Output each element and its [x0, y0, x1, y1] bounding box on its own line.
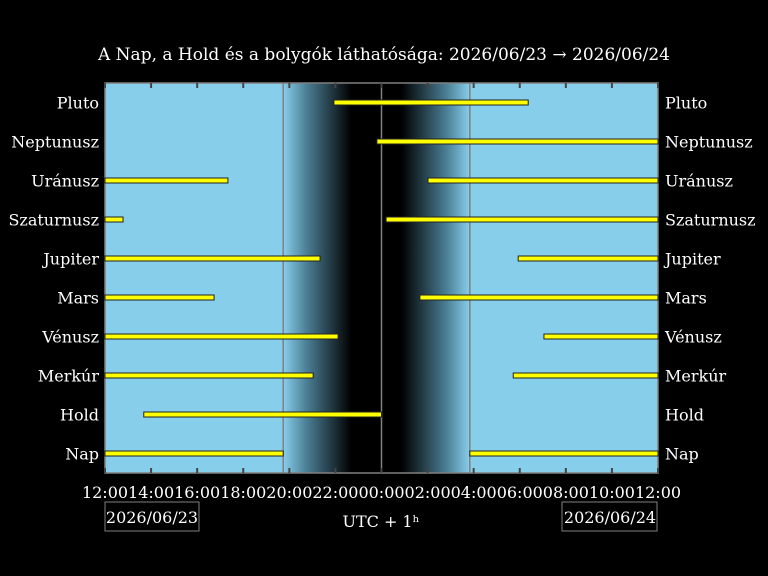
x-tick-label: 12:00	[82, 483, 128, 502]
x-tick-label: 04:00	[451, 483, 497, 502]
dusk-gradient	[283, 83, 352, 473]
row-label-right: Mars	[665, 289, 707, 308]
x-tick-label: 18:00	[220, 483, 266, 502]
visibility-bar-neptunusz	[376, 138, 659, 145]
row-label-left: Neptunusz	[11, 133, 99, 152]
night-background	[350, 83, 403, 473]
x-tick-label: 08:00	[543, 483, 589, 502]
row-label-right: Pluto	[665, 94, 707, 113]
row-label-left: Nap	[65, 445, 99, 464]
row-label-left: Hold	[60, 406, 99, 425]
row-label-right: Jupiter	[663, 250, 721, 269]
x-tick-label: 22:00	[312, 483, 358, 502]
x-axis-label: UTC + 1ʰ	[342, 512, 419, 531]
row-label-left: Uránusz	[31, 172, 99, 191]
visibility-bar-szaturnusz	[385, 216, 659, 223]
visibility-bar-nap	[469, 450, 659, 457]
visibility-bar-pluto	[333, 99, 529, 106]
x-tick-label: 00:00	[358, 483, 404, 502]
row-label-right: Szaturnusz	[665, 211, 756, 230]
end-date: 2026/06/24	[564, 508, 656, 527]
visibility-bar-jupiter	[517, 255, 659, 262]
row-label-right: Merkúr	[665, 367, 727, 386]
visibility-bar-merkúr	[104, 372, 314, 379]
row-label-right: Neptunusz	[665, 133, 753, 152]
visibility-bar-uránusz	[427, 177, 659, 184]
row-label-left: Pluto	[57, 94, 99, 113]
visibility-bar-szaturnusz	[104, 216, 124, 223]
visibility-bar-uránusz	[104, 177, 229, 184]
row-label-left: Vénusz	[41, 328, 99, 347]
row-label-left: Merkúr	[38, 367, 100, 386]
visibility-bar-vénusz	[543, 333, 659, 340]
visibility-bar-nap	[104, 450, 284, 457]
visibility-bar-vénusz	[104, 333, 339, 340]
x-tick-label: 14:00	[128, 483, 174, 502]
visibility-bar-merkúr	[512, 372, 659, 379]
row-label-right: Hold	[665, 406, 704, 425]
chart-title: A Nap, a Hold és a bolygók láthatósága: …	[97, 45, 670, 65]
start-date: 2026/06/23	[106, 508, 198, 527]
row-label-right: Vénusz	[664, 328, 722, 347]
row-label-left: Mars	[57, 289, 99, 308]
x-tick-label: 06:00	[497, 483, 543, 502]
x-tick-label: 02:00	[405, 483, 451, 502]
x-tick-label: 20:00	[266, 483, 312, 502]
x-tick-label: 10:00	[589, 483, 635, 502]
row-label-left: Szaturnusz	[8, 211, 99, 230]
dawn-gradient	[401, 83, 470, 473]
visibility-bar-mars	[104, 294, 215, 301]
end-date-box	[561, 501, 658, 532]
visibility-bar-mars	[419, 294, 659, 301]
row-label-right: Nap	[665, 445, 699, 464]
x-tick-label: 16:00	[174, 483, 220, 502]
visibility-bar-jupiter	[104, 255, 321, 262]
x-tick-label: 12:00	[635, 483, 681, 502]
visibility-bar-hold	[143, 411, 382, 418]
start-date-box	[104, 501, 200, 532]
row-label-right: Uránusz	[665, 172, 733, 191]
row-label-left: Jupiter	[41, 250, 99, 269]
